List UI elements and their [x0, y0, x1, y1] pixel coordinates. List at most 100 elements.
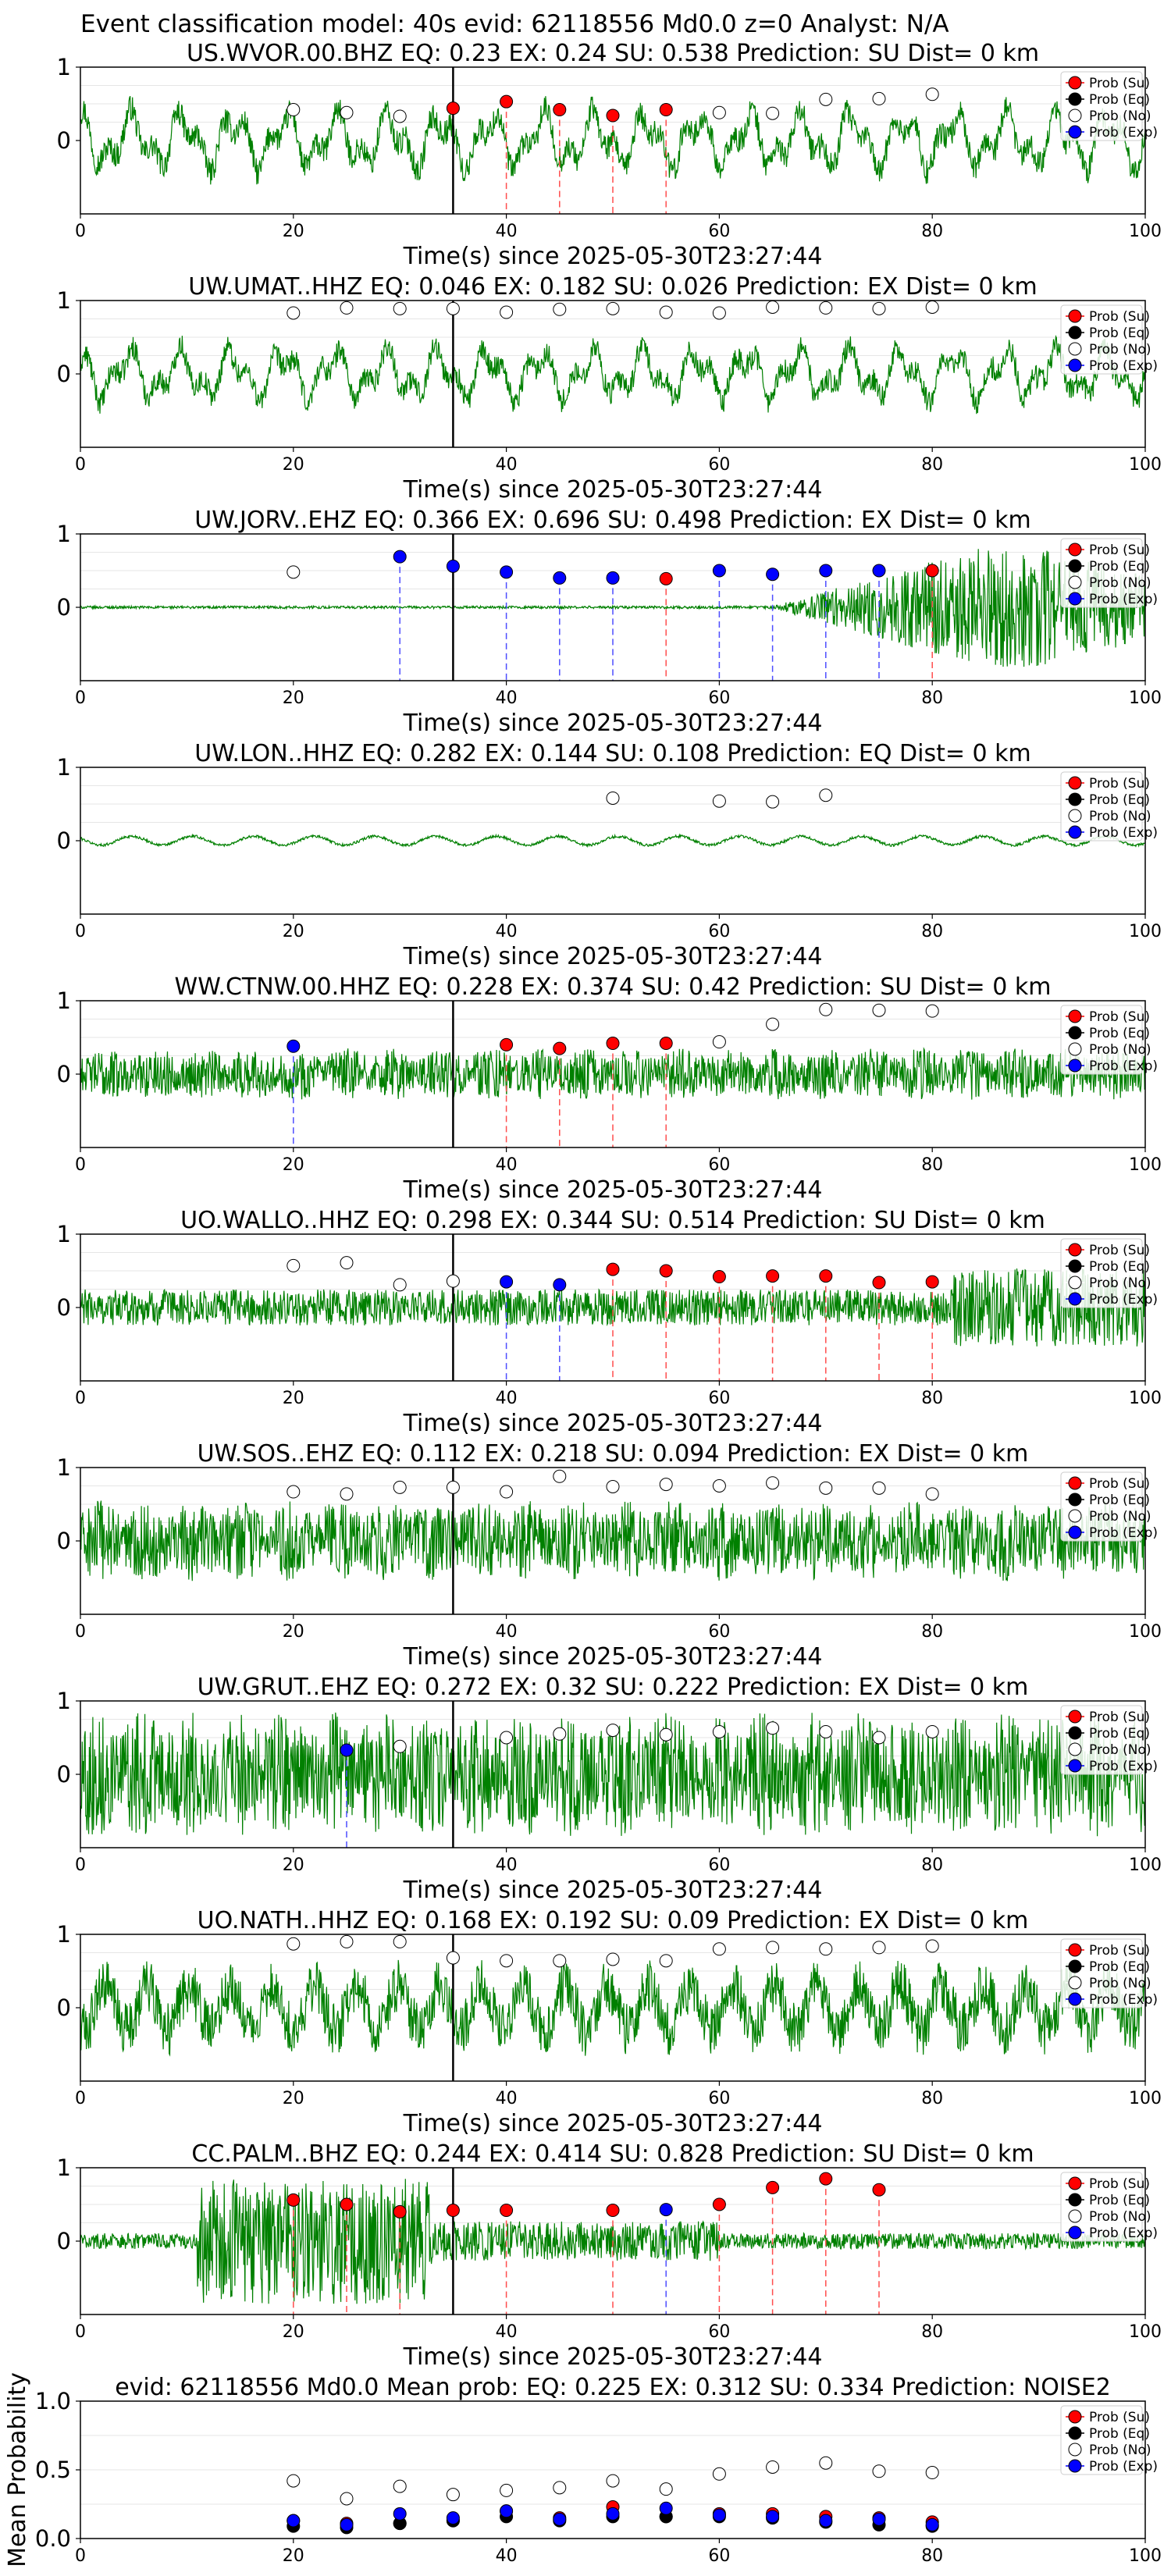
- prob-marker-no: [925, 87, 939, 101]
- legend-marker: [1068, 1276, 1082, 1290]
- prob-marker-no: [766, 1476, 780, 1490]
- legend-marker: [1068, 2410, 1082, 2424]
- mean-prob-marker: [872, 2464, 886, 2478]
- x-tick-label: 80: [921, 1389, 943, 1408]
- prob-marker-no: [393, 1934, 407, 1948]
- prob-marker-no: [446, 301, 460, 315]
- x-tick-label: 40: [496, 1155, 518, 1175]
- x-tick-label: 60: [708, 2322, 730, 2342]
- legend-label: Prob (No): [1089, 1742, 1151, 1758]
- y-tick-label: 1: [57, 987, 71, 1014]
- mean-prob-marker: [340, 2492, 354, 2506]
- legend-label: Prob (Su): [1089, 1476, 1150, 1492]
- legend-label: Prob (Eq): [1089, 1959, 1150, 1975]
- prob-marker-no: [340, 1256, 354, 1270]
- x-tick-label: 20: [283, 1155, 304, 1175]
- x-tick-label: 60: [708, 455, 730, 475]
- prob-marker-su: [659, 571, 673, 585]
- x-axis-label: Time(s) since 2025-05-30T23:27:44: [403, 2343, 823, 2371]
- prob-marker-no: [819, 1724, 833, 1738]
- legend-box: [1060, 2405, 1143, 2475]
- legend-label: Prob (Su): [1089, 2176, 1150, 2192]
- prob-marker-no: [553, 1954, 567, 1968]
- prob-marker-exp: [659, 2203, 673, 2217]
- legend-marker: [1068, 1959, 1082, 1973]
- prob-marker-no: [606, 1952, 620, 1966]
- legend-label: Prob (Eq): [1089, 92, 1150, 108]
- legend: Prob (Su)Prob (Eq)Prob (No)Prob (Exp): [1060, 538, 1158, 608]
- mean-prob-marker: [393, 2479, 407, 2493]
- legend: Prob (Su)Prob (Eq)Prob (No)Prob (Exp): [1060, 1938, 1158, 2008]
- mean-prob-marker: [659, 2501, 673, 2515]
- prob-marker-no: [819, 92, 833, 106]
- legend-marker: [1068, 2176, 1082, 2190]
- prob-marker-no: [659, 305, 673, 319]
- prob-marker-no: [712, 1724, 726, 1738]
- panel: UW.SOS..EHZ EQ: 0.112 EX: 0.218 SU: 0.09…: [57, 1440, 1162, 1670]
- x-tick-label: 60: [708, 1155, 730, 1175]
- plot-area: [80, 1234, 1145, 1381]
- waveform-trace: [80, 1268, 1145, 1347]
- legend-label: Prob (Exp): [1089, 1759, 1158, 1774]
- x-tick-label: 100: [1129, 1856, 1162, 1875]
- x-tick-label: 80: [921, 455, 943, 475]
- y-tick-label: 0: [57, 1761, 71, 1788]
- prob-marker-exp: [500, 1275, 514, 1289]
- legend-label: Prob (No): [1089, 2443, 1151, 2458]
- x-tick-label: 40: [496, 222, 518, 241]
- plot-area: [80, 788, 1145, 849]
- x-tick-label: 0: [75, 2322, 86, 2342]
- prob-marker-no: [712, 1035, 726, 1049]
- legend-label: Prob (No): [1089, 1042, 1151, 1058]
- y-tick-label: 0: [57, 827, 71, 854]
- legend-box: [1060, 771, 1143, 841]
- legend: Prob (Su)Prob (Eq)Prob (No)Prob (Exp): [1060, 71, 1158, 141]
- legend-label: Prob (Su): [1089, 1243, 1150, 1258]
- prob-marker-no: [287, 306, 301, 320]
- plot-area: [80, 534, 1145, 681]
- mean-prob-marker: [766, 2460, 780, 2474]
- legend-label: Prob (No): [1089, 1976, 1151, 1991]
- legend-label: Prob (Su): [1089, 309, 1150, 325]
- legend-marker: [1068, 125, 1082, 139]
- prob-marker-no: [712, 105, 726, 119]
- mean-prob-marker: [606, 2474, 620, 2488]
- plot-area: [80, 1001, 1145, 1147]
- panel: UW.GRUT..EHZ EQ: 0.272 EX: 0.32 SU: 0.22…: [57, 1674, 1162, 1904]
- legend-label: Prob (Su): [1089, 1943, 1150, 1959]
- prob-marker-no: [925, 1004, 939, 1018]
- legend-marker: [1068, 1009, 1082, 1023]
- legend-marker: [1068, 1026, 1082, 1040]
- x-tick-label: 100: [1129, 688, 1162, 708]
- x-tick-label: 80: [921, 1856, 943, 1875]
- legend: Prob (Su)Prob (Eq)Prob (No)Prob (Exp): [1060, 771, 1158, 841]
- mean-prob-marker: [819, 2456, 833, 2470]
- legend-label: Prob (Eq): [1089, 559, 1150, 575]
- legend: Prob (Su)Prob (Eq)Prob (No)Prob (Exp): [1060, 1705, 1158, 1775]
- prob-marker-no: [872, 1731, 886, 1745]
- prob-marker-su: [712, 1270, 726, 1284]
- panel-title: US.WVOR.00.BHZ EQ: 0.23 EX: 0.24 SU: 0.5…: [187, 40, 1039, 67]
- prob-marker-no: [872, 91, 886, 105]
- y-tick-label: 1.0: [35, 2388, 71, 2414]
- panel-title: evid: 62118556 Md0.0 Mean prob: EQ: 0.22…: [115, 2374, 1111, 2401]
- prob-marker-no: [393, 1278, 407, 1292]
- plot-area: [80, 1701, 1145, 1848]
- prob-marker-no: [819, 1942, 833, 1956]
- x-tick-label: 40: [496, 2546, 518, 2566]
- x-tick-label: 20: [283, 922, 304, 941]
- y-tick-label: 1: [57, 754, 71, 781]
- mean-prob-marker: [393, 2507, 407, 2521]
- legend: Prob (Su)Prob (Eq)Prob (No)Prob (Exp): [1060, 2172, 1158, 2242]
- x-tick-label: 60: [708, 922, 730, 941]
- legend-marker: [1068, 92, 1082, 106]
- legend-label: Prob (Exp): [1089, 1525, 1158, 1541]
- prob-marker-no: [819, 788, 833, 802]
- x-axis-label: Time(s) since 2025-05-30T23:27:44: [403, 1877, 823, 1904]
- legend-label: Prob (Exp): [1089, 1992, 1158, 2008]
- prob-marker-su: [659, 1037, 673, 1051]
- mean-prob-marker: [712, 2508, 726, 2522]
- mean-prob-marker: [819, 2514, 833, 2528]
- prob-marker-no: [500, 1954, 514, 1968]
- legend-label: Prob (Eq): [1089, 2193, 1150, 2208]
